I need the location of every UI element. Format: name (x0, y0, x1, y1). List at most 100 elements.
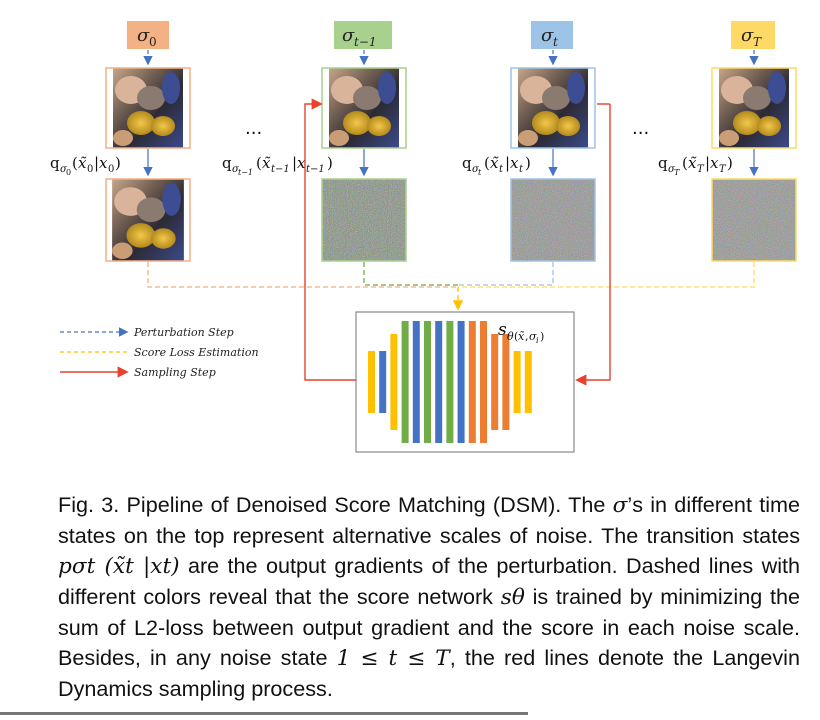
t3-qsubsub: T (674, 168, 680, 177)
t2-x-sub: t (519, 164, 524, 175)
t2-xt: x̃ (490, 154, 499, 172)
net-open: ( (514, 330, 518, 343)
net-theta: θ (507, 330, 514, 343)
caption-sigma: σ (612, 493, 628, 518)
t1-x-sub: t−1 (306, 164, 325, 175)
t2-open: ( (484, 154, 490, 172)
score-line-t-minus-1 (363, 262, 458, 286)
sigma-t-minus-1-box (334, 21, 392, 49)
net-sigma: σ (529, 330, 537, 343)
t1-xt: x̃ (262, 154, 271, 172)
t0-close: ) (115, 154, 121, 172)
legend-sampling-label: Sampling Step (134, 366, 216, 379)
sigma-label-t-minus-1: σ t−1 (334, 21, 392, 49)
clean-image-T (711, 67, 797, 149)
clean-image-t-minus-1 (321, 67, 407, 149)
sigma-label-t: σ t (531, 21, 573, 49)
clean-image-t (510, 67, 596, 149)
t0-x: x (99, 154, 108, 172)
t3-q: q (658, 154, 668, 172)
score-line-T (458, 262, 755, 288)
t3-qsub: σ (668, 164, 676, 175)
t0-q: q (50, 154, 60, 172)
transition-label-t: q σ t ( x̃ t | x t ) (462, 154, 531, 177)
sigma-t-sub: t (553, 35, 558, 49)
t1-xt-sub: t−1 (271, 164, 290, 175)
caption-score-symbol: sθ (500, 585, 525, 610)
net-close: ) (540, 330, 544, 343)
t0-x-sub: 0 (108, 164, 114, 175)
t2-x: x (510, 154, 519, 172)
sigma-0-sub: 0 (149, 35, 157, 49)
figure-caption: Fig. 3. Pipeline of Denoised Score Match… (58, 490, 800, 704)
network-layer-bar (401, 321, 409, 443)
t3-xt-sub: T (697, 164, 705, 175)
transition-label-t-minus-1: q σ t−1 ( x̃ t−1 | x t−1 ) (222, 154, 333, 177)
t1-x: x (297, 154, 306, 172)
net-s: s (498, 320, 507, 340)
perturbed-image-0 (105, 178, 191, 262)
sigma-t-minus-1-sub: t−1 (354, 35, 377, 49)
perturbed-image-T (711, 178, 797, 262)
t2-bar: | (505, 154, 510, 172)
sigma-label-0: σ 0 (127, 21, 169, 49)
t2-qsub: σ (472, 164, 480, 175)
network-layer-bar (502, 334, 510, 430)
legend: Perturbation Step Score Loss Estimation … (60, 326, 259, 379)
caption-part-5: , the red lines denote the Langevin Dyna… (58, 645, 800, 701)
t3-close: ) (727, 154, 733, 172)
network-layer-bar (468, 321, 476, 443)
caption-inequality: 1 ≤ t ≤ T (336, 646, 450, 671)
sigma-T-box (731, 21, 775, 49)
caption-part-4: is trained by minimizing the sum of L2-l… (58, 584, 800, 670)
caption-transition: pσt (x̃t |xt) (58, 554, 180, 579)
t1-qsubsub: t−1 (238, 168, 253, 177)
t3-xt: x̃ (688, 154, 697, 172)
caption-part-1: Fig. 3. Pipeline of Denoised Score Match… (58, 492, 613, 517)
network-layer-bar (379, 351, 387, 413)
network-layer-bar (390, 334, 398, 430)
t2-xt-sub: t (499, 164, 504, 175)
network-layer-bar (412, 321, 420, 443)
network-layer-bar (424, 321, 431, 443)
ellipsis-right: ... (632, 118, 649, 139)
score-network-layers (368, 321, 532, 443)
perturbed-image-t (510, 178, 596, 262)
network-layer-bar (513, 351, 521, 413)
t2-q: q (462, 154, 472, 172)
t3-x: x (710, 154, 719, 172)
transition-label-T: q σ T ( x̃ T | x T ) (658, 154, 733, 177)
t1-bar: | (292, 154, 297, 172)
t2-close: ) (525, 154, 531, 172)
sigma-t-minus-1-base: σ (342, 25, 355, 46)
network-layer-bar (368, 351, 375, 413)
t0-xt-sub: 0 (87, 164, 93, 175)
t0-qsubsub: 0 (66, 168, 71, 177)
t2-qsubsub: t (478, 168, 482, 177)
transition-label-0: q σ 0 ( x̃ 0 | x 0 ) (50, 154, 121, 177)
perturbed-image-t-minus-1 (321, 178, 407, 262)
legend-score-label: Score Loss Estimation (134, 346, 259, 359)
t3-open: ( (682, 154, 688, 172)
caption-part-2: ’s in different time states on the top r… (58, 492, 800, 548)
t1-q: q (222, 154, 232, 172)
sigma-t-base: σ (541, 25, 554, 46)
network-layer-bar (524, 351, 532, 413)
network-layer-bar (446, 321, 454, 443)
sampling-arrow-right (575, 104, 611, 386)
network-layer-bar (457, 321, 465, 443)
net-i: i (536, 336, 539, 345)
t1-qsub: σ (232, 164, 240, 175)
network-layer-bar (491, 334, 499, 430)
t3-x-sub: T (719, 164, 727, 175)
sigma-t-box (531, 21, 573, 49)
caption-part-3: are the output gradients of the perturba… (58, 553, 800, 609)
sigma-T-sub: T (753, 35, 762, 49)
sigma-T-base: σ (741, 25, 754, 46)
clean-image-0 (105, 67, 191, 149)
t0-open: ( (72, 154, 78, 172)
ellipsis-left: ... (245, 118, 262, 139)
sampling-arrow-left (304, 98, 356, 381)
score-line-0 (147, 262, 458, 288)
t0-xt: x̃ (78, 154, 87, 172)
